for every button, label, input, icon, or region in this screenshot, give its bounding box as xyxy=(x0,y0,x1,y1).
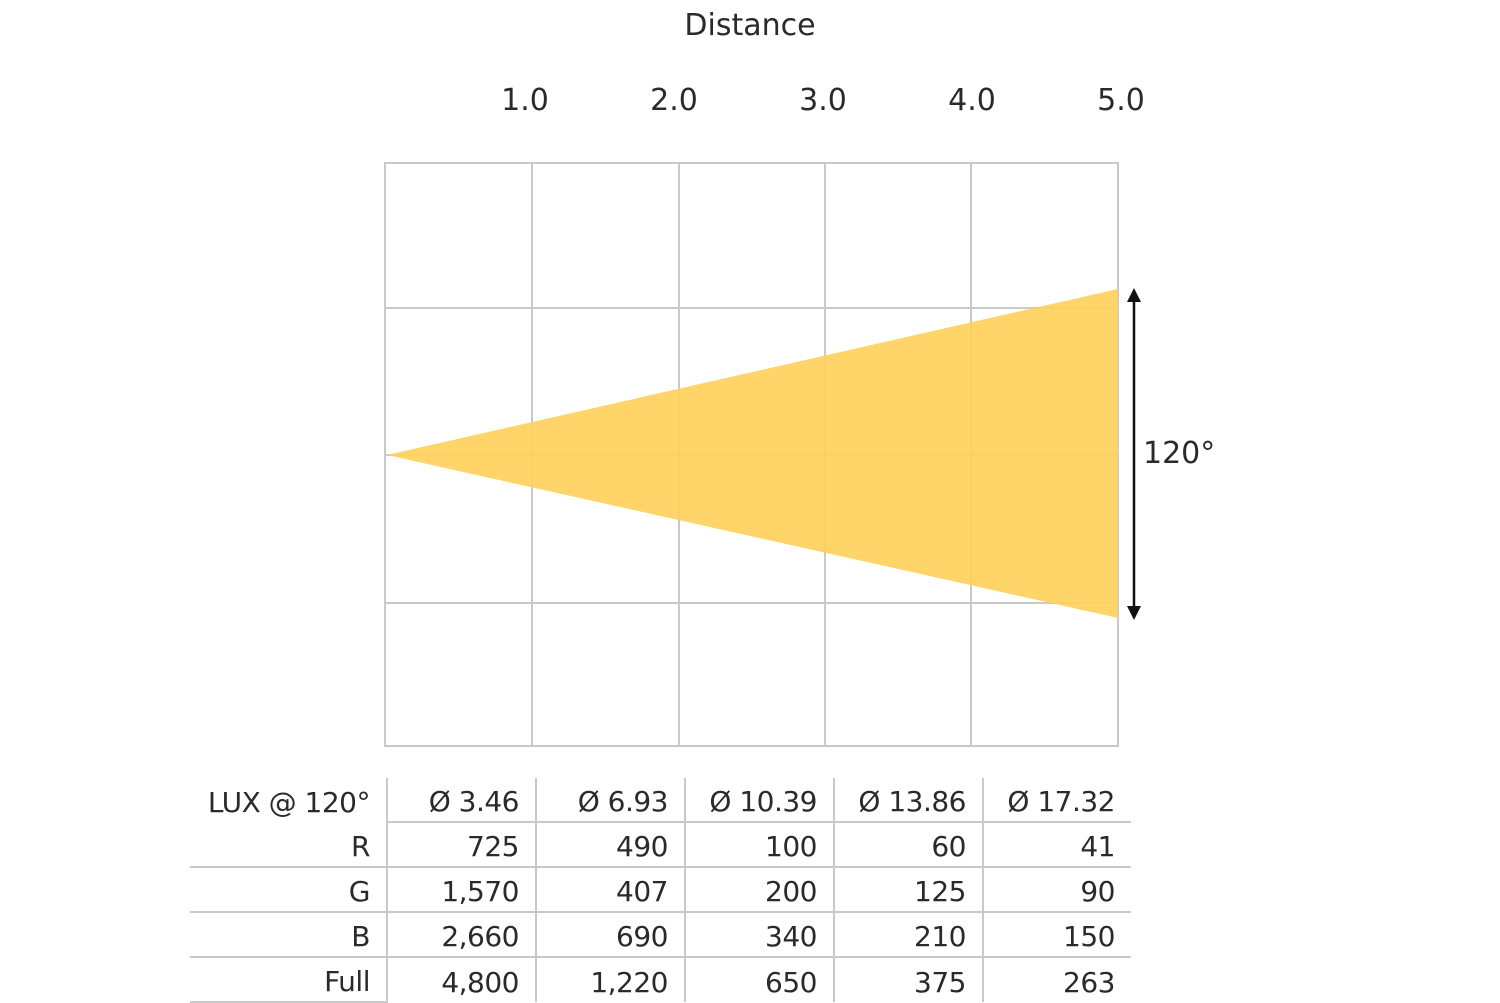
distance-tick-1: 1.0 xyxy=(501,83,549,118)
lux-row-g: G 1,570 407 200 125 90 xyxy=(190,867,1131,913)
lux-value-cell: 2,660 xyxy=(386,912,536,958)
lux-value-cell: 263 xyxy=(982,957,1131,1002)
distance-tick-4: 4.0 xyxy=(948,83,996,118)
lux-value-cell: 125 xyxy=(833,867,983,913)
distance-tick-5: 5.0 xyxy=(1097,83,1145,118)
angle-arrow-head-top xyxy=(1127,288,1141,302)
lux-row-r: R 725 490 100 60 41 xyxy=(190,822,1131,868)
lux-value-cell: 60 xyxy=(833,822,983,868)
lux-value-cell: 210 xyxy=(833,912,983,958)
distance-axis-title: Distance xyxy=(684,8,816,43)
lux-value-cell: 90 xyxy=(982,867,1131,913)
lux-value-cell: 41 xyxy=(982,822,1131,868)
row-label: Full xyxy=(190,957,387,1003)
lux-value-cell: 690 xyxy=(535,912,685,958)
lux-row-b: B 2,660 690 340 210 150 xyxy=(190,912,1131,958)
distance-tick-2: 2.0 xyxy=(650,83,698,118)
beam-diameter-cell: Ø 10.39 xyxy=(684,778,834,823)
lux-value-cell: 1,570 xyxy=(386,867,536,913)
row-label: R xyxy=(190,822,387,868)
lux-value-cell: 490 xyxy=(535,822,685,868)
lux-value-cell: 725 xyxy=(386,822,536,868)
lux-value-cell: 150 xyxy=(982,912,1131,958)
beam-diameter-cell: Ø 13.86 xyxy=(833,778,983,823)
lux-value-cell: 1,220 xyxy=(535,957,685,1002)
lux-value-cell: 4,800 xyxy=(386,957,536,1002)
angle-arrow-head-bottom xyxy=(1127,606,1141,620)
lux-table: LUX @ 120° Ø 3.46 Ø 6.93 Ø 10.39 Ø 13.86… xyxy=(190,778,1131,1003)
beam-diameter-cell: Ø 17.32 xyxy=(982,778,1131,823)
lux-value-cell: 340 xyxy=(684,912,834,958)
lux-value-cell: 650 xyxy=(684,957,834,1002)
beam-angle-label: 120° xyxy=(1143,436,1216,471)
lux-value-cell: 100 xyxy=(684,822,834,868)
beam-diameter-cell: Ø 6.93 xyxy=(535,778,685,823)
lux-value-cell: 407 xyxy=(535,867,685,913)
distance-tick-3: 3.0 xyxy=(799,83,847,118)
lux-value-cell: 200 xyxy=(684,867,834,913)
beam-cone xyxy=(387,289,1118,618)
lux-row-full: Full 4,800 1,220 650 375 263 xyxy=(190,957,1131,1003)
row-label: G xyxy=(190,867,387,913)
lux-header-label: LUX @ 120° xyxy=(207,786,371,819)
beam-diameter-cell: Ø 3.46 xyxy=(386,778,536,823)
row-label: B xyxy=(190,912,387,958)
lux-table-header-row: LUX @ 120° Ø 3.46 Ø 6.93 Ø 10.39 Ø 13.86… xyxy=(190,778,1131,823)
lux-value-cell: 375 xyxy=(833,957,983,1002)
